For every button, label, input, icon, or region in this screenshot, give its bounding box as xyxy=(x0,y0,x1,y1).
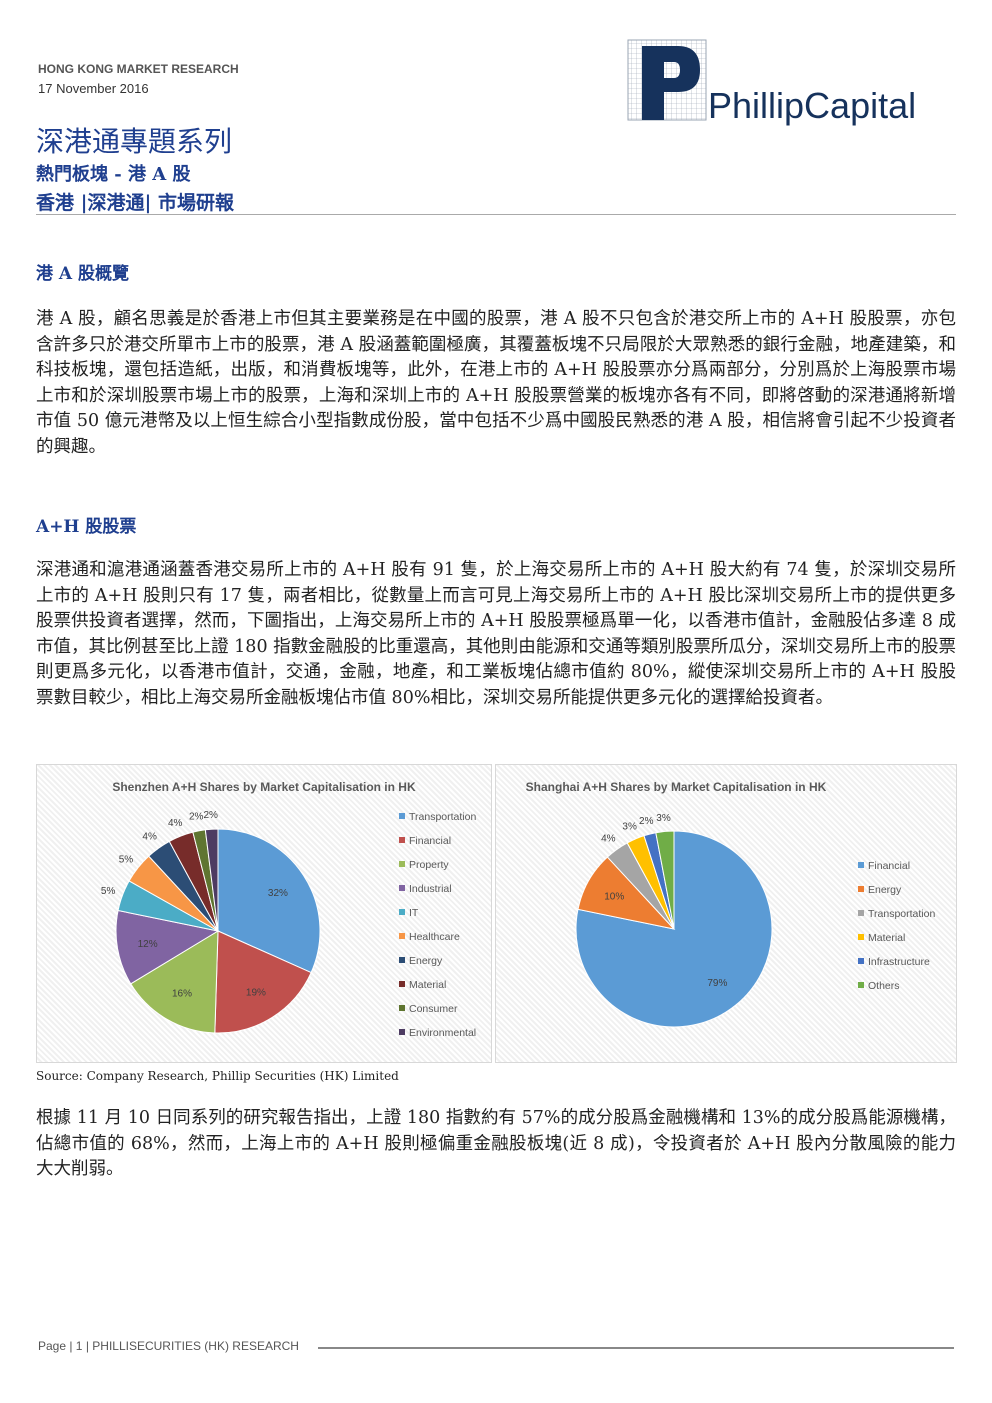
chart-title: Shenzhen A+H Shares by Market Capitalisa… xyxy=(112,780,416,794)
chart-title: Shanghai A+H Shares by Market Capitalisa… xyxy=(526,780,827,794)
chart: Shanghai A+H Shares by Market Capitalisa… xyxy=(526,780,935,1028)
data-label: 79% xyxy=(707,978,727,989)
legend-label: IT xyxy=(409,907,419,919)
legend-label: Material xyxy=(868,932,905,944)
pie-slice xyxy=(115,909,220,985)
chart-panel: Shanghai A+H Shares by Market Capitalisa… xyxy=(495,764,957,1063)
data-label: 12% xyxy=(138,939,158,950)
legend-swatch xyxy=(399,1005,405,1011)
paragraph: 深港通和滬港通涵蓋香港交易所上市的 A+H 股有 91 隻，於上海交易所上市的 … xyxy=(36,560,957,708)
heading: 港 A 股概覽 xyxy=(36,264,130,284)
rule xyxy=(36,214,956,215)
data-label: 2% xyxy=(639,816,654,827)
tags: 香港 |深港通| 市場研報 xyxy=(36,192,235,214)
data-label: 3% xyxy=(622,821,637,832)
data-label: 2% xyxy=(189,812,204,823)
data-label: 32% xyxy=(268,888,288,899)
legend-label: Healthcare xyxy=(409,931,460,943)
data-label: 2% xyxy=(203,810,218,821)
data-label: 10% xyxy=(604,891,624,902)
heading: A+H 股股票 xyxy=(36,517,137,537)
pie-slice xyxy=(130,930,219,1034)
legend-label: Financial xyxy=(868,860,910,872)
paragraph: 港 A 股，顧名思義是於香港上市但其主要業務是在中國的股票，港 A 股不只包含於… xyxy=(36,309,956,457)
subtitle: 熱門板塊 - 港 A 股 xyxy=(36,164,191,185)
footer-rule xyxy=(318,1347,954,1349)
org: HONG KONG MARKET RESEARCH xyxy=(38,62,239,76)
data-label: 3% xyxy=(656,813,671,824)
legend-label: Energy xyxy=(409,955,443,967)
legend-label: Property xyxy=(409,859,449,871)
legend-label: Transportation xyxy=(409,811,476,823)
logo: PhillipCapital xyxy=(627,39,916,126)
chart-panel: Shenzhen A+H Shares by Market Capitalisa… xyxy=(36,764,492,1063)
data-label: 4% xyxy=(142,832,157,843)
legend-swatch xyxy=(399,933,405,939)
legend-swatch xyxy=(858,862,864,868)
brand: PhillipCapital xyxy=(708,85,916,126)
legend-swatch xyxy=(399,885,405,891)
data-label: 4% xyxy=(168,818,183,829)
footer: Page | 1 | PHILLISECURITIES (HK) RESEARC… xyxy=(38,1339,299,1353)
chart: Shenzhen A+H Shares by Market Capitalisa… xyxy=(101,780,477,1039)
pie-slice xyxy=(217,828,321,974)
legend-swatch xyxy=(399,981,405,987)
legend-swatch xyxy=(399,909,405,915)
legend-swatch xyxy=(399,1029,405,1035)
pie-slice xyxy=(655,830,675,930)
pie-slice xyxy=(204,828,219,932)
date: 17 November 2016 xyxy=(38,81,149,96)
title: 深港通專題系列 xyxy=(36,125,233,158)
source: Source: Company Research, Phillip Securi… xyxy=(36,1069,399,1083)
legend-label: Energy xyxy=(868,884,902,896)
legend-label: Transportation xyxy=(868,908,935,920)
legend-swatch xyxy=(858,934,864,940)
data-label: 19% xyxy=(246,987,266,998)
data-label: 5% xyxy=(101,886,116,897)
paragraph: 根據 11 月 10 日同系列的研究報告指出，上證 180 指數約有 57%的成… xyxy=(36,1108,956,1179)
legend-label: Environmental xyxy=(409,1027,476,1039)
legend-label: Industrial xyxy=(409,883,452,895)
legend-swatch xyxy=(858,958,864,964)
data-label: 4% xyxy=(601,833,616,844)
legend-label: Others xyxy=(868,980,900,992)
legend-label: Infrastructure xyxy=(868,956,930,968)
data-label: 16% xyxy=(172,989,192,1000)
legend-swatch xyxy=(399,837,405,843)
legend-swatch xyxy=(399,813,405,819)
legend-swatch xyxy=(858,982,864,988)
legend-label: Consumer xyxy=(409,1003,458,1015)
legend-label: Material xyxy=(409,979,446,991)
data-label: 5% xyxy=(119,854,134,865)
legend-swatch xyxy=(399,957,405,963)
legend-label: Financial xyxy=(409,835,451,847)
legend-swatch xyxy=(399,861,405,867)
legend-swatch xyxy=(858,910,864,916)
legend-swatch xyxy=(858,886,864,892)
pie-slice xyxy=(214,930,312,1034)
